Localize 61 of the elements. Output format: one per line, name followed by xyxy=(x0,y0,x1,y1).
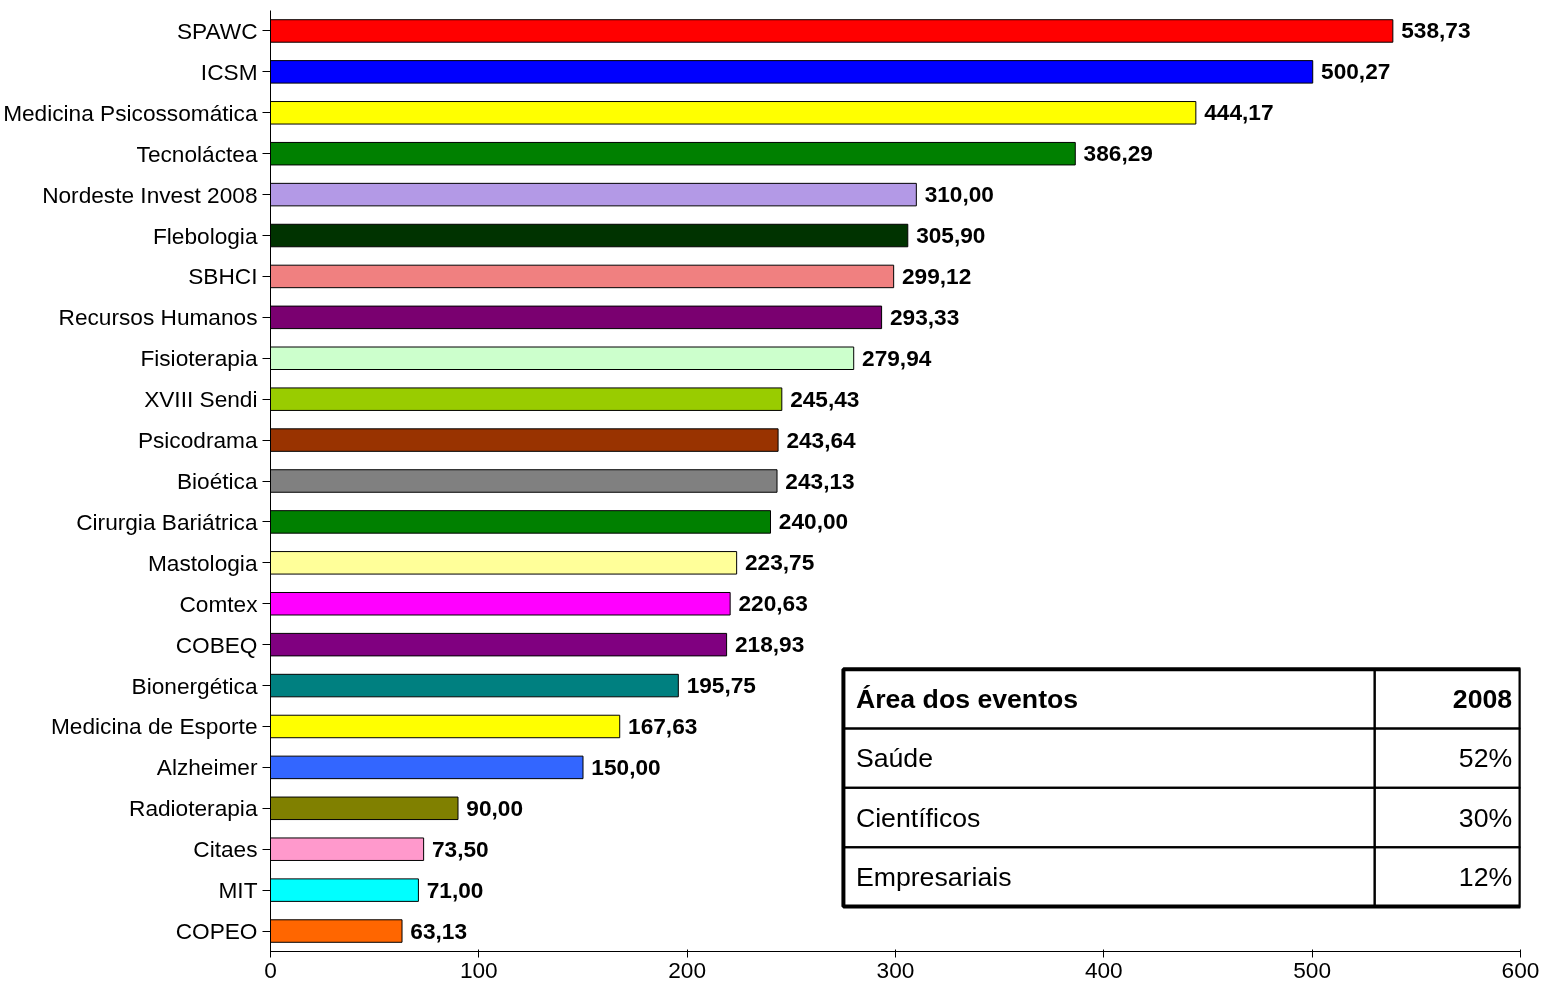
data-label: 240,00 xyxy=(778,508,849,535)
data-label: 90,00 xyxy=(466,794,524,821)
y-tick-label: XVIII Sendi xyxy=(144,386,258,413)
data-label: 150,00 xyxy=(591,753,661,780)
data-label: 444,17 xyxy=(1204,99,1274,126)
y-tick-label: COBEQ xyxy=(175,631,258,658)
y-tick-label: Flebologia xyxy=(152,222,258,249)
data-label: 305,90 xyxy=(916,222,986,249)
data-label: 63,13 xyxy=(410,917,468,944)
y-tick-label: Cirurgia Bariátrica xyxy=(76,508,258,535)
data-label: 218,93 xyxy=(734,631,805,658)
data-label: 195,75 xyxy=(686,672,756,699)
x-tick-label: 600 xyxy=(1501,956,1540,983)
annotation: Saúde xyxy=(855,743,934,774)
data-label: 279,94 xyxy=(862,344,932,371)
y-tick-label: Tecnoláctea xyxy=(136,140,258,167)
data-label: 243,64 xyxy=(786,426,857,453)
y-tick-label: Medicina Psicossomática xyxy=(3,99,258,126)
y-tick-label: Fisioterapia xyxy=(140,345,258,372)
data-label: 223,75 xyxy=(744,549,815,576)
y-tick-label: Bioética xyxy=(176,468,258,494)
y-tick-label: SPAWC xyxy=(176,17,258,44)
x-tick-label: 300 xyxy=(876,956,915,983)
x-tick-label: 100 xyxy=(459,956,498,983)
y-tick-label: Radioterapia xyxy=(129,795,258,822)
data-label: 245,43 xyxy=(790,385,860,412)
data-label: 299,12 xyxy=(902,262,972,289)
annotation: Científicos xyxy=(855,802,981,833)
data-label: 243,13 xyxy=(785,467,855,494)
y-tick-label: Medicina de Esporte xyxy=(50,713,258,740)
data-label: 293,33 xyxy=(889,303,960,330)
annotation: Área dos eventos xyxy=(855,683,1079,714)
y-tick-label: Bionergética xyxy=(131,672,258,699)
annotation: 30% xyxy=(1458,802,1513,833)
annotation: 12% xyxy=(1458,861,1513,892)
y-tick-label: Comtex xyxy=(179,590,259,617)
data-label: 220,63 xyxy=(738,590,808,617)
x-tick-label: 400 xyxy=(1084,956,1123,983)
y-tick-label: Nordeste Invest 2008 xyxy=(42,181,258,208)
x-tick-label: 500 xyxy=(1293,956,1332,983)
y-tick-label: SBHCI xyxy=(188,263,258,290)
y-tick-label: Citaes xyxy=(193,836,258,863)
y-tick-label: ICSM xyxy=(200,58,258,85)
y-tick-label: Alzheimer xyxy=(156,754,258,781)
data-label: 500,27 xyxy=(1321,58,1391,85)
data-label: 167,63 xyxy=(628,712,698,739)
y-tick-label: MIT xyxy=(218,877,258,904)
data-label: 310,00 xyxy=(924,181,994,208)
annotation: Empresariais xyxy=(855,861,1012,892)
annotation: 2008 xyxy=(1452,683,1513,714)
x-tick-label: 200 xyxy=(668,956,707,983)
y-tick-label: Mastologia xyxy=(147,549,258,576)
y-tick-label: COPEO xyxy=(175,918,258,945)
x-tick-label: 0 xyxy=(264,956,277,983)
y-tick-label: Psicodrama xyxy=(137,427,258,454)
annotation: 52% xyxy=(1458,743,1513,774)
data-label: 71,00 xyxy=(426,876,484,903)
data-label: 538,73 xyxy=(1401,17,1471,44)
data-label: 73,50 xyxy=(431,835,489,862)
y-tick-label: Recursos Humanos xyxy=(58,304,258,331)
data-label: 386,29 xyxy=(1083,140,1153,167)
